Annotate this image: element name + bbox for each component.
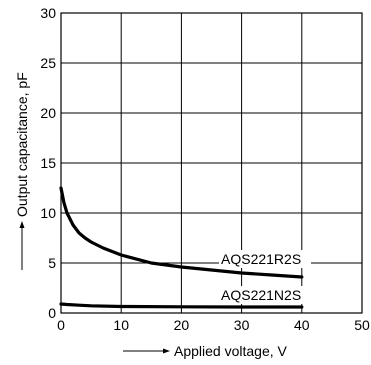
plot-frame bbox=[60, 12, 363, 314]
x-axis-arrow-head bbox=[163, 348, 170, 354]
y-tick-labels: 0 5 10 15 20 25 30 bbox=[40, 5, 56, 321]
series-line-aqs221r2s bbox=[59, 186, 304, 279]
series-label-bg-0 bbox=[219, 250, 311, 268]
grid-lines bbox=[61, 13, 362, 313]
y-tick-label: 30 bbox=[40, 5, 56, 21]
y-axis-arrow-head bbox=[19, 221, 25, 228]
y-tick-label: 15 bbox=[40, 155, 56, 171]
series-group bbox=[59, 186, 304, 309]
x-tick-label: 0 bbox=[57, 317, 65, 333]
series-line-aqs221n2s bbox=[59, 302, 304, 309]
series-label-aqs221r2s: AQS221R2S bbox=[221, 251, 301, 267]
x-tick-label: 20 bbox=[174, 317, 190, 333]
y-axis-label: Output capacitance, pF bbox=[14, 72, 30, 217]
x-tick-labels: 0 10 20 30 40 50 bbox=[57, 317, 370, 333]
x-tick-label: 30 bbox=[234, 317, 250, 333]
x-axis-label: Applied voltage, V bbox=[174, 343, 288, 359]
y-axis-title: Output capacitance, pF bbox=[14, 72, 30, 270]
x-tick-label: 10 bbox=[113, 317, 129, 333]
x-tick-label: 50 bbox=[354, 317, 370, 333]
y-tick-label: 0 bbox=[48, 305, 56, 321]
series-label-bg-1 bbox=[219, 286, 311, 304]
y-tick-label: 10 bbox=[40, 205, 56, 221]
y-tick-label: 25 bbox=[40, 55, 56, 71]
x-axis-title: Applied voltage, V bbox=[123, 343, 288, 359]
series-labels: AQS221R2S AQS221N2S bbox=[219, 250, 311, 304]
series-label-aqs221n2s: AQS221N2S bbox=[221, 287, 301, 303]
y-tick-label: 20 bbox=[40, 105, 56, 121]
x-tick-label: 40 bbox=[294, 317, 310, 333]
y-tick-label: 5 bbox=[48, 255, 56, 271]
